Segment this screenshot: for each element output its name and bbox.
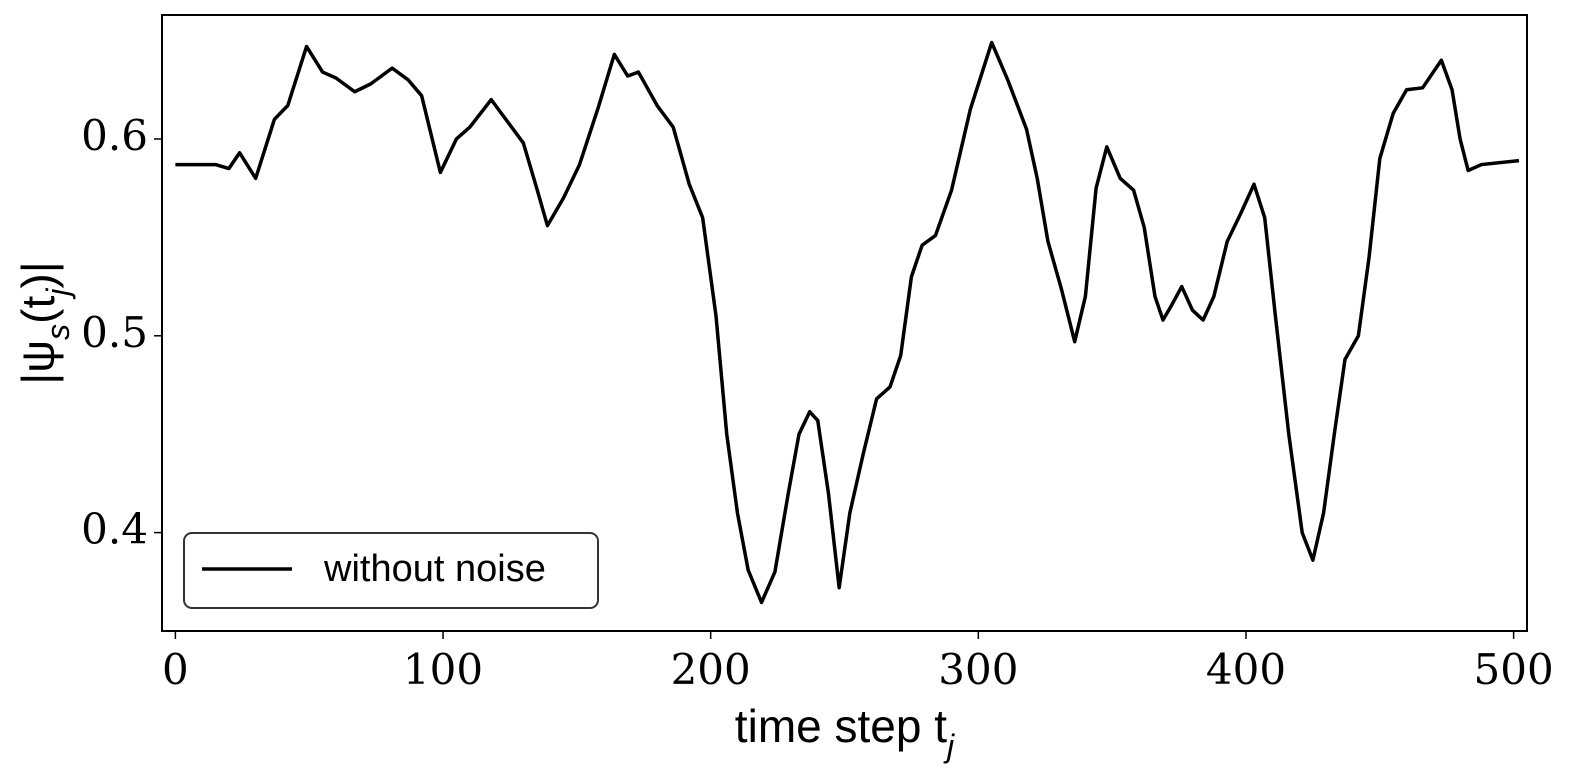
y-tick-label: 0.6 — [81, 111, 148, 160]
y-tick-label: 0.4 — [81, 505, 148, 554]
x-tick-label: 300 — [938, 645, 1018, 694]
x-tick-label: 400 — [1206, 645, 1286, 694]
x-axis-label: time step tj — [735, 700, 955, 763]
y-axis-label: |ψs(tj)| — [12, 261, 75, 384]
legend-box — [183, 532, 599, 609]
x-tick-label: 200 — [671, 645, 751, 694]
data-line — [175, 40, 1520, 605]
x-tick-label: 0 — [162, 645, 189, 694]
plot-frame — [161, 14, 1528, 632]
y-tick-label: 0.5 — [81, 308, 148, 357]
x-tick-label: 100 — [403, 645, 483, 694]
legend: without noise — [183, 532, 599, 609]
legend-label: without noise — [323, 548, 546, 590]
x-tick-label: 500 — [1474, 645, 1554, 694]
